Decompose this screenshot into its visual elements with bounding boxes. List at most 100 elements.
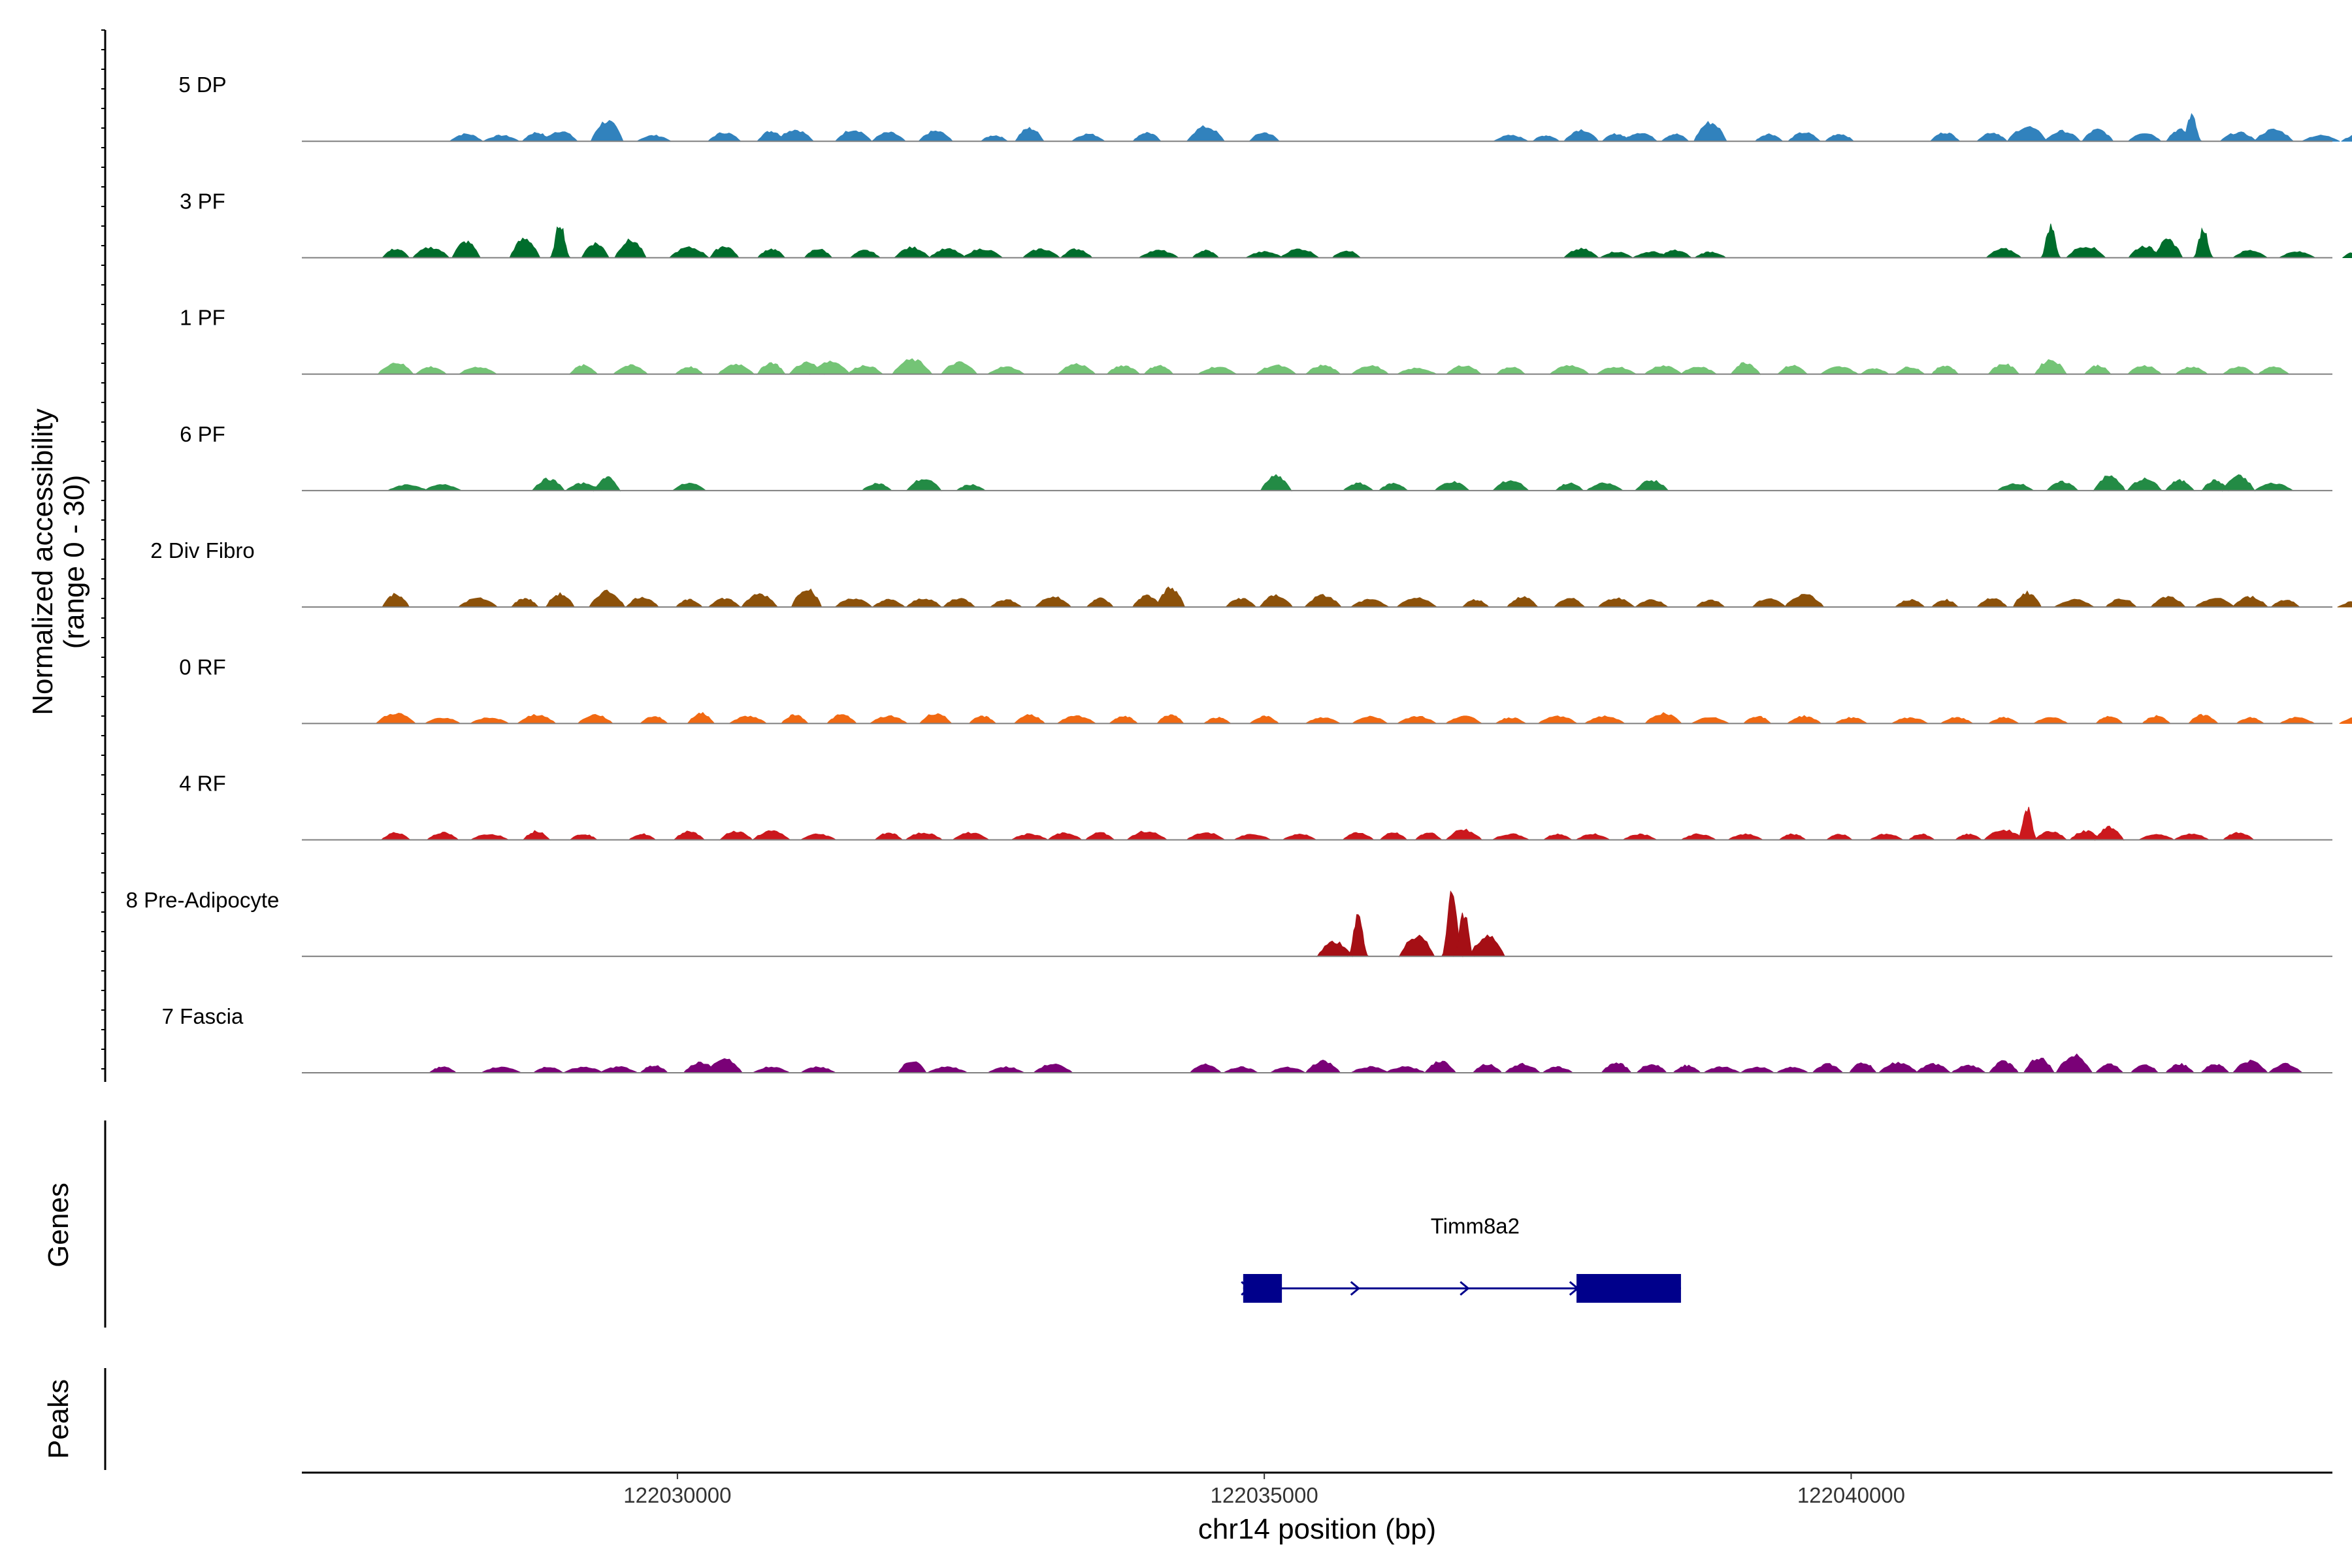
coverage-peak	[1462, 598, 1490, 608]
track-label: 1 PF	[180, 306, 225, 330]
coverage-peak	[1222, 1066, 1258, 1073]
coverage-peak	[2127, 365, 2162, 375]
coverage-peak	[1384, 1066, 1427, 1073]
coverage-peak	[459, 367, 497, 375]
coverage-peak	[675, 366, 704, 375]
coverage-peak	[1597, 597, 1635, 608]
track-label: 2 Div Fibro	[150, 538, 255, 563]
coverage-peak	[1304, 594, 1342, 608]
coverage-peak	[990, 599, 1022, 608]
coverage-peak	[1379, 832, 1408, 841]
coverage-peak	[1186, 832, 1226, 841]
coverage-peak	[563, 1066, 604, 1073]
coverage-peak	[1635, 599, 1669, 608]
coverage-peak	[757, 248, 786, 258]
coverage-peak	[1350, 598, 1390, 608]
coverage-peak	[2195, 598, 2236, 608]
coverage-peak	[708, 597, 741, 608]
coverage-peak	[1492, 833, 1530, 841]
track-6-pf: 6 PF	[180, 422, 2332, 492]
coverage-peak	[1908, 833, 1935, 841]
coverage-peak	[1599, 252, 1633, 258]
coverage-peak	[1985, 248, 2022, 258]
coverage-peak	[799, 1066, 836, 1073]
coverage-peak	[1950, 1064, 1987, 1073]
coverage-peak	[1812, 1063, 1844, 1073]
coverage-peak	[2279, 717, 2315, 724]
coverage-peak	[470, 717, 510, 724]
coverage-peak	[1399, 934, 1435, 958]
coverage-peak	[1538, 715, 1578, 724]
gene-label: Timm8a2	[1431, 1214, 1520, 1238]
coverage-peak	[1259, 594, 1293, 608]
coverage-peak	[426, 832, 459, 841]
coverage-peak	[2232, 1059, 2268, 1073]
gene-model: Timm8a2	[1241, 1214, 1681, 1303]
coverage-peak	[1156, 586, 1185, 608]
coverage-peak	[428, 1066, 457, 1073]
coverage-peak	[2337, 601, 2352, 608]
coverage-peak	[1702, 1066, 1741, 1073]
coverage-peak	[1891, 717, 1929, 724]
coverage-peak	[382, 248, 410, 258]
coverage-peak	[1495, 717, 1527, 724]
track-2-div-fibro: 2 Div Fibro	[150, 538, 2352, 608]
coverage-peak	[719, 830, 753, 841]
coverage-peak	[728, 715, 767, 724]
coverage-peak	[717, 363, 755, 376]
coverage-peak	[1060, 248, 1093, 258]
coverage-peak	[2270, 600, 2300, 608]
coverage-peak	[1305, 717, 1341, 724]
coverage-peak	[1869, 833, 1904, 841]
coverage-peak	[1056, 715, 1096, 724]
track-label: 6 PF	[180, 422, 225, 446]
coverage-peak	[2222, 474, 2255, 492]
track-label: 7 Fascia	[162, 1004, 244, 1028]
coverage-peak	[706, 1058, 743, 1073]
coverage-peak	[1984, 829, 2024, 841]
coverage-peak	[1931, 598, 1959, 608]
coverage-peak	[1584, 715, 1625, 724]
coverage-peak	[1198, 367, 1237, 375]
coverage-peak	[1492, 480, 1529, 492]
coverage-peak	[928, 248, 966, 258]
coverage-peak	[1342, 832, 1375, 841]
coverage-peak	[1755, 133, 1784, 142]
coverage-peak	[1727, 833, 1763, 841]
coverage-peak	[1622, 133, 1658, 142]
coverage-peak	[1106, 365, 1141, 375]
coverage-peak	[1730, 362, 1761, 376]
coverage-peak	[577, 713, 613, 724]
coverage-peak	[2342, 252, 2352, 258]
coverage-peak	[517, 713, 557, 724]
coverage-peak	[1930, 132, 1961, 142]
strand-arrow	[1460, 1281, 1470, 1296]
coverage-peak	[2044, 129, 2081, 142]
coverage-peak	[1835, 717, 1868, 724]
coverage-peak	[943, 598, 976, 608]
coverage-peak	[1503, 1062, 1542, 1073]
coverage-peak	[2339, 717, 2352, 724]
coverage-peak	[542, 131, 578, 142]
coverage-peak	[897, 1061, 927, 1073]
coverage-peak	[593, 476, 621, 492]
coverage-peak	[1549, 365, 1590, 375]
coverage-peak	[1138, 250, 1179, 258]
coverage-peak	[1331, 250, 1361, 258]
coverage-peak	[1414, 832, 1443, 841]
coverage-peak	[1784, 594, 1825, 608]
coverage-peak	[640, 716, 668, 724]
coverage-peak	[1895, 367, 1925, 375]
coverage-peak	[918, 130, 953, 142]
coverage-peak	[1225, 598, 1256, 608]
coverage-peak	[628, 833, 657, 841]
coverage-peak	[2180, 112, 2202, 142]
coverage-peak	[2267, 1062, 2304, 1073]
coverage-peak	[800, 833, 837, 841]
coverage-peak	[1543, 833, 1573, 841]
strand-arrow	[1350, 1281, 1361, 1296]
coverage-peak	[425, 717, 461, 724]
coverage-peak	[1245, 251, 1284, 258]
coverage-peak	[2105, 598, 2137, 608]
gene-exon	[1243, 1274, 1282, 1303]
